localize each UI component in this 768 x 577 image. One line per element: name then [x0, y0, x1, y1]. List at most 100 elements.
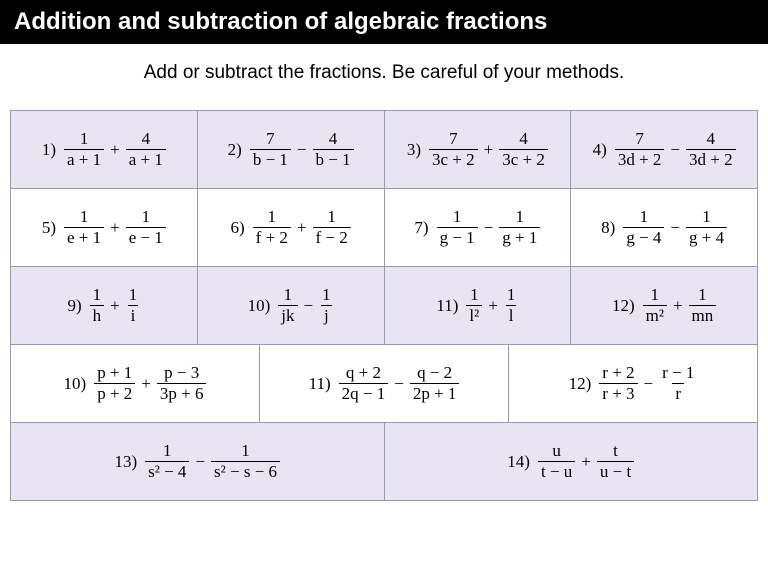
- expression: 3)73c + 2+43c + 2: [407, 130, 548, 169]
- worksheet-cell: 8)1g − 4−1g + 4: [571, 189, 758, 267]
- worksheet-cell: 11)q + 22q − 1−q − 22p + 1: [260, 345, 509, 423]
- denominator: 2q − 1: [339, 383, 389, 403]
- fraction: q + 22q − 1: [339, 364, 389, 403]
- numerator: r − 1: [659, 364, 697, 383]
- denominator: 3c + 2: [429, 149, 478, 169]
- expression: 11)q + 22q − 1−q − 22p + 1: [309, 364, 460, 403]
- fraction: 1e − 1: [126, 208, 166, 247]
- numerator: 1: [467, 286, 482, 305]
- denominator: g + 4: [686, 227, 727, 247]
- numerator: p + 1: [94, 364, 135, 383]
- numerator: 4: [139, 130, 154, 149]
- numerator: 4: [326, 130, 341, 149]
- question-number: 1): [42, 140, 56, 160]
- numerator: 1: [265, 208, 280, 227]
- expression: 10)p + 1p + 2+p − 33p + 6: [64, 364, 207, 403]
- denominator: j: [321, 305, 332, 325]
- numerator: 7: [632, 130, 647, 149]
- worksheet-row: 5)1e + 1+1e − 16)1f + 2+1f − 27)1g − 1−1…: [11, 189, 758, 267]
- operator: +: [108, 140, 122, 160]
- denominator: l: [506, 305, 517, 325]
- fraction: 1g − 1: [437, 208, 478, 247]
- worksheet-cell: 13)1s² − 4−1s² − s − 6: [11, 423, 385, 501]
- worksheet-cell: 4)73d + 2−43d + 2: [571, 111, 758, 189]
- numerator: 1: [695, 286, 710, 305]
- expression: 4)73d + 2−43d + 2: [593, 130, 736, 169]
- instructions: Add or subtract the fractions. Be carefu…: [0, 44, 768, 110]
- question-number: 8): [601, 218, 615, 238]
- fraction: 7b − 1: [250, 130, 291, 169]
- fraction: p − 33p + 6: [157, 364, 207, 403]
- question-number: 12): [569, 374, 592, 394]
- denominator: 2p + 1: [410, 383, 460, 403]
- fraction: 1f − 2: [313, 208, 351, 247]
- question-number: 10): [248, 296, 271, 316]
- fraction: 1jk: [278, 286, 297, 325]
- fraction: q − 22p + 1: [410, 364, 460, 403]
- question-number: 10): [64, 374, 87, 394]
- fraction: 4b − 1: [313, 130, 354, 169]
- fraction: 1s² − s − 6: [211, 442, 280, 481]
- numerator: 1: [126, 286, 141, 305]
- operator: −: [668, 218, 682, 238]
- worksheet-cell: 10)p + 1p + 2+p − 33p + 6: [11, 345, 260, 423]
- worksheet-cell: 12)r + 2r + 3−r − 1r: [509, 345, 758, 423]
- operator: +: [108, 218, 122, 238]
- fraction: 1l²: [466, 286, 482, 325]
- operator: +: [482, 140, 496, 160]
- expression: 11)1l²+1l: [436, 286, 518, 325]
- denominator: 3p + 6: [157, 383, 207, 403]
- question-number: 14): [507, 452, 530, 472]
- operator: −: [295, 140, 309, 160]
- denominator: b − 1: [313, 149, 354, 169]
- operator: −: [302, 296, 316, 316]
- numerator: 1: [699, 208, 714, 227]
- expression: 5)1e + 1+1e − 1: [42, 208, 166, 247]
- worksheet-row: 9)1h+1i10)1jk−1j11)1l²+1l12)1m²+1mn: [11, 267, 758, 345]
- numerator: q + 2: [343, 364, 384, 383]
- numerator: 1: [77, 130, 92, 149]
- fraction: tu − t: [597, 442, 634, 481]
- numerator: q − 2: [414, 364, 455, 383]
- denominator: f − 2: [313, 227, 351, 247]
- operator: +: [295, 218, 309, 238]
- fraction: 1f + 2: [253, 208, 291, 247]
- worksheet-row: 10)p + 1p + 2+p − 33p + 611)q + 22q − 1−…: [11, 345, 758, 423]
- numerator: 1: [637, 208, 652, 227]
- worksheet-cell: 11)1l²+1l: [384, 267, 571, 345]
- numerator: 7: [446, 130, 461, 149]
- numerator: 1: [281, 286, 296, 305]
- numerator: 1: [324, 208, 339, 227]
- question-number: 6): [230, 218, 244, 238]
- fraction: 1i: [126, 286, 141, 325]
- page-title: Addition and subtraction of algebraic fr…: [0, 0, 768, 44]
- denominator: g − 4: [623, 227, 664, 247]
- numerator: 1: [648, 286, 663, 305]
- fraction: ut − u: [538, 442, 575, 481]
- fraction: 1g + 4: [686, 208, 727, 247]
- denominator: mn: [689, 305, 717, 325]
- question-number: 11): [436, 296, 458, 316]
- worksheet-cell: 9)1h+1i: [11, 267, 198, 345]
- question-number: 9): [67, 296, 81, 316]
- operator: −: [482, 218, 496, 238]
- denominator: 3d + 2: [615, 149, 665, 169]
- fraction: 1l: [504, 286, 519, 325]
- numerator: 4: [516, 130, 531, 149]
- denominator: u − t: [597, 461, 634, 481]
- expression: 14)ut − u+tu − t: [507, 442, 634, 481]
- title-text: Addition and subtraction of algebraic fr…: [14, 8, 547, 35]
- question-number: 12): [612, 296, 635, 316]
- denominator: m²: [643, 305, 667, 325]
- denominator: e − 1: [126, 227, 166, 247]
- numerator: 4: [704, 130, 719, 149]
- expression: 9)1h+1i: [67, 286, 140, 325]
- fraction: 1m²: [643, 286, 667, 325]
- fraction: r − 1r: [659, 364, 697, 403]
- expression: 6)1f + 2+1f − 2: [230, 208, 350, 247]
- worksheet-cell: 2)7b − 1−4b − 1: [197, 111, 384, 189]
- numerator: t: [610, 442, 621, 461]
- operator: +: [671, 296, 685, 316]
- denominator: s² − s − 6: [211, 461, 280, 481]
- worksheet-cell: 14)ut − u+tu − t: [384, 423, 758, 501]
